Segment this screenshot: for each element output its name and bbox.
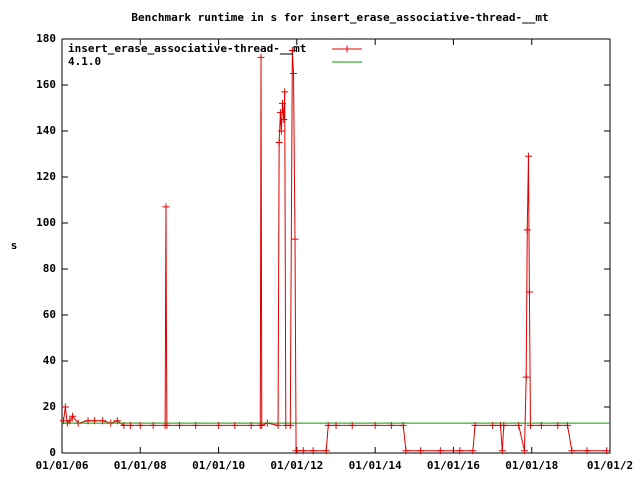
point-marker xyxy=(69,412,77,420)
point-marker xyxy=(520,447,528,455)
point-marker xyxy=(469,447,477,455)
x-tick-label: 01/01/10 xyxy=(192,459,245,472)
y-tick-label: 120 xyxy=(36,170,56,183)
point-marker xyxy=(436,447,444,455)
point-marker xyxy=(522,373,530,381)
y-tick-label: 60 xyxy=(43,308,56,321)
point-marker xyxy=(290,70,298,77)
x-tick-label: 01/01/14 xyxy=(349,459,402,472)
y-tick-label: 0 xyxy=(49,446,56,459)
point-marker xyxy=(402,447,410,455)
legend-marker xyxy=(343,45,351,53)
y-tick-label: 20 xyxy=(43,400,56,413)
point-marker xyxy=(523,226,531,234)
legend-label: insert_erase_associative-thread-__mt xyxy=(68,42,306,55)
point-marker xyxy=(281,88,289,96)
x-tick-label: 01/01/18 xyxy=(505,459,558,472)
point-marker xyxy=(456,447,464,455)
point-marker xyxy=(162,203,170,211)
point-marker xyxy=(277,127,285,135)
point-marker xyxy=(417,447,425,455)
point-marker xyxy=(276,109,284,117)
x-tick-label: 01/01/16 xyxy=(427,459,480,472)
point-marker xyxy=(583,447,591,455)
point-marker xyxy=(61,403,69,411)
point-marker xyxy=(322,447,330,455)
x-tick-label: 01/01/08 xyxy=(114,459,167,472)
point-marker xyxy=(603,447,611,455)
point-marker xyxy=(278,99,286,107)
legend-label: 4.1.0 xyxy=(68,55,101,68)
y-tick-label: 180 xyxy=(36,32,56,45)
y-axis-label: s xyxy=(11,239,18,252)
y-tick-label: 100 xyxy=(36,216,56,229)
point-marker xyxy=(292,447,300,455)
y-tick-label: 40 xyxy=(43,354,56,367)
x-tick-label: 01/01/12 xyxy=(270,459,323,472)
x-tick-label: 01/01/06 xyxy=(36,459,89,472)
point-marker xyxy=(524,152,532,160)
y-tick-label: 160 xyxy=(36,78,56,91)
point-marker xyxy=(568,447,576,455)
plot-border xyxy=(61,38,611,454)
point-marker xyxy=(257,53,265,61)
point-marker xyxy=(275,139,283,146)
point-marker xyxy=(299,447,307,455)
point-marker xyxy=(309,447,317,455)
series-line xyxy=(63,50,607,452)
point-marker xyxy=(498,447,506,455)
point-marker xyxy=(291,235,299,243)
point-marker xyxy=(280,116,288,123)
chart-title: Benchmark runtime in s for insert_erase_… xyxy=(131,11,548,24)
y-tick-label: 80 xyxy=(43,262,56,275)
x-tick-label: 01/01/2 xyxy=(587,459,633,472)
y-tick-label: 140 xyxy=(36,124,56,137)
point-marker xyxy=(525,288,533,296)
point-marker xyxy=(288,47,296,54)
